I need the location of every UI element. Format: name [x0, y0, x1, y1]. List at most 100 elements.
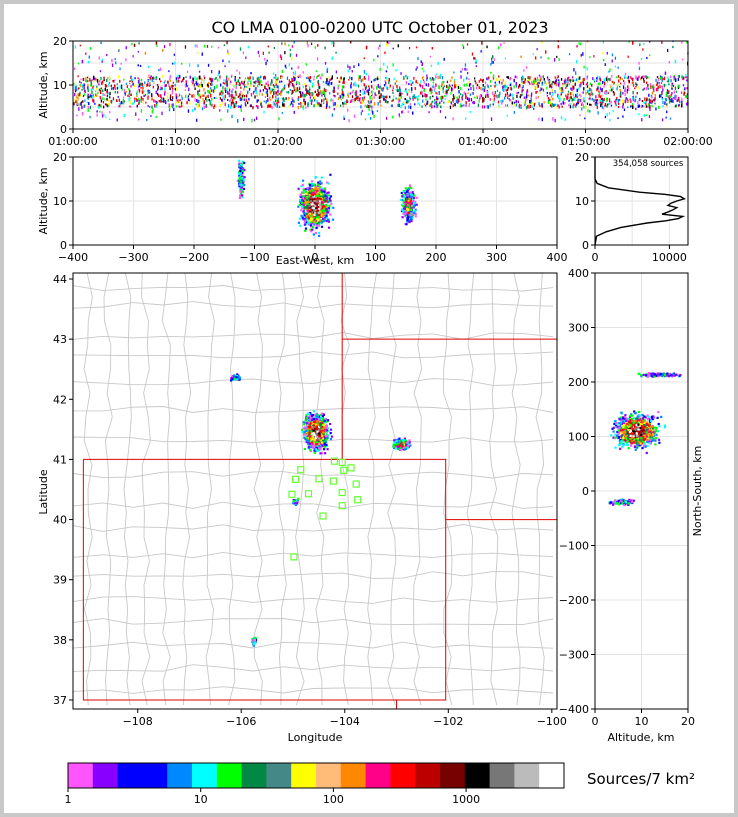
ew-cluster-point [302, 218, 305, 221]
source-point [413, 94, 415, 98]
source-point [136, 95, 138, 98]
source-point [83, 86, 85, 90]
source-point [247, 45, 249, 49]
ew-cluster-point [314, 186, 317, 189]
county-boundary [83, 273, 93, 706]
source-point [653, 98, 656, 102]
source-point [299, 74, 301, 78]
source-point [252, 106, 254, 110]
source-point [98, 56, 100, 60]
source-point [205, 104, 207, 107]
source-point [368, 101, 370, 104]
source-point [144, 94, 146, 97]
source-point [309, 99, 311, 103]
source-point [172, 85, 174, 88]
source-point [281, 89, 283, 93]
source-point [590, 90, 593, 94]
source-point [303, 98, 305, 102]
ew-cluster-point [411, 199, 414, 202]
source-point [211, 45, 213, 48]
source-point [379, 44, 381, 47]
source-point [212, 78, 214, 82]
source-point [683, 76, 685, 80]
source-point [197, 104, 199, 109]
ew-cluster-point [318, 200, 322, 203]
ew-cluster-point [406, 205, 409, 208]
source-point [602, 51, 604, 55]
source-point [112, 97, 115, 101]
source-point [257, 84, 259, 88]
source-point [266, 90, 268, 94]
source-point [601, 102, 603, 106]
source-point [266, 93, 269, 98]
source-point [178, 93, 181, 97]
source-point [235, 101, 237, 105]
source-point [663, 83, 665, 88]
source-point [355, 90, 357, 94]
source-point [340, 77, 342, 80]
ew-cluster-point [329, 195, 333, 198]
source-point [97, 91, 99, 95]
source-point [116, 118, 118, 122]
source-point [384, 80, 386, 82]
source-point [340, 104, 342, 107]
ew-cluster-point [304, 229, 307, 232]
source-point [412, 98, 414, 101]
source-point [261, 93, 263, 96]
source-point [450, 92, 452, 95]
source-point [87, 83, 89, 87]
source-point [435, 91, 437, 94]
source-point [274, 91, 277, 94]
source-point [646, 81, 648, 84]
source-point [510, 77, 512, 80]
county-boundary [387, 273, 397, 706]
source-point [312, 85, 314, 88]
source-point [597, 111, 599, 115]
source-point [423, 89, 425, 93]
source-point [668, 90, 670, 94]
source-point [673, 90, 675, 94]
source-point [318, 74, 320, 77]
plan-cluster-point [312, 447, 315, 450]
source-point [524, 78, 526, 81]
source-point [273, 85, 276, 89]
source-point [107, 77, 109, 79]
source-point [291, 78, 293, 80]
source-point [359, 93, 361, 96]
ew-cluster-point [240, 180, 243, 183]
source-point [645, 75, 647, 78]
source-point [649, 107, 651, 112]
ew-cluster-point [410, 216, 413, 220]
source-point [637, 101, 639, 104]
source-point [310, 42, 313, 45]
source-point [205, 95, 207, 99]
source-point [407, 110, 409, 114]
source-point [611, 75, 613, 78]
source-point [606, 97, 608, 101]
source-point [509, 99, 511, 102]
source-point [599, 87, 602, 91]
source-point [648, 103, 650, 107]
source-point [437, 76, 439, 80]
source-point [274, 103, 276, 107]
source-point [580, 103, 583, 106]
source-point [80, 78, 82, 81]
source-point [430, 90, 432, 95]
source-point [439, 96, 441, 100]
source-point [551, 105, 553, 108]
source-point [210, 100, 212, 103]
source-point [247, 101, 249, 105]
source-point [275, 91, 277, 95]
source-point [349, 92, 351, 95]
ew-cluster-point [408, 208, 411, 211]
source-point [231, 101, 233, 104]
source-point [248, 80, 250, 82]
source-point [298, 102, 300, 105]
source-point [461, 68, 463, 71]
time-height-xtick-label: 02:00:00 [663, 135, 712, 148]
source-point [603, 85, 605, 88]
source-point [562, 82, 564, 85]
source-point [457, 100, 459, 104]
source-point [198, 89, 201, 93]
source-point [415, 79, 417, 84]
